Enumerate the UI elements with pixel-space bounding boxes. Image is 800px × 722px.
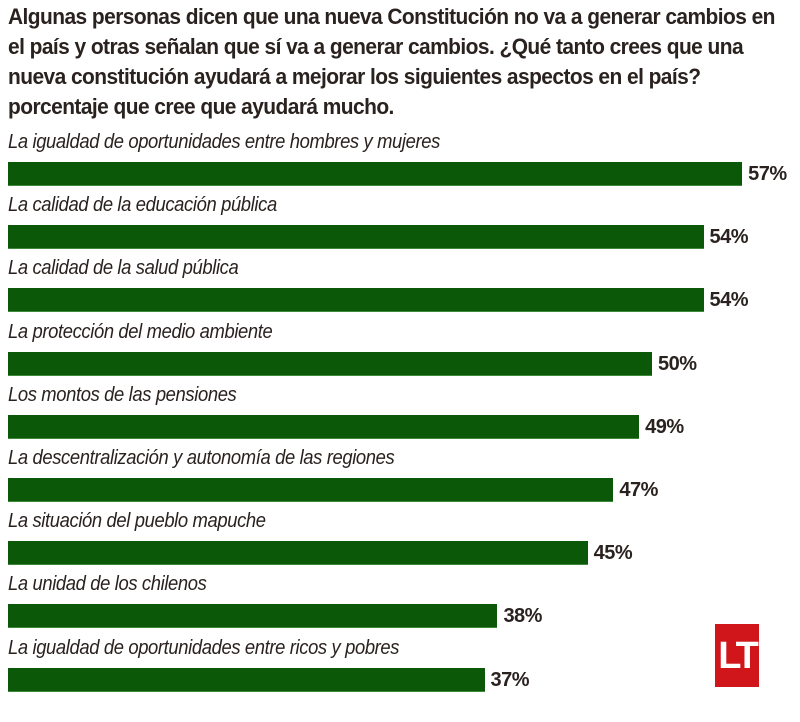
bar-row: La unidad de los chilenos 38%: [0, 570, 800, 633]
la-tercera-logo: LT: [715, 624, 759, 687]
value-label: 57%: [748, 163, 787, 185]
bar: [8, 541, 588, 566]
value-label: 50%: [658, 352, 697, 375]
bar: [8, 604, 498, 629]
bar-row: La calidad de la educación pública 54%: [0, 191, 800, 254]
value-label: 37%: [490, 668, 530, 691]
bar-row: La situación del pueblo mapuche 45%: [0, 507, 800, 570]
value-label: 38%: [503, 605, 542, 628]
category-label: La protección del medio ambiente: [8, 320, 273, 343]
bar: [8, 351, 652, 376]
bar-chart: La igualdad de oportunidades entre hombr…: [0, 128, 800, 722]
bar-row: La igualdad de oportunidades entre hombr…: [0, 128, 800, 191]
category-label: La unidad de los chilenos: [8, 573, 207, 596]
value-label: 45%: [593, 542, 633, 565]
bar: [8, 667, 485, 692]
bar: [8, 225, 704, 250]
bar-row: La descentralización y autonomía de las …: [0, 444, 800, 507]
bar-row: La calidad de la salud pública 54%: [0, 254, 800, 317]
category-label: La situación del pueblo mapuche: [8, 510, 266, 533]
bar: [8, 414, 640, 439]
value-label: 49%: [645, 415, 684, 438]
category-label: La igualdad de oportunidades entre ricos…: [8, 636, 400, 659]
value-label: 54%: [709, 226, 749, 249]
category-label: La descentralización y autonomía de las …: [8, 447, 395, 469]
chart-title: Algunas personas dicen que una nueva Con…: [8, 4, 775, 119]
bar-row: La protección del medio ambiente 50%: [0, 318, 800, 381]
bar-row: La igualdad de oportunidades entre ricos…: [0, 634, 800, 697]
logo-text: LT: [718, 634, 759, 677]
category-label: La igualdad de oportunidades entre hombr…: [8, 131, 440, 153]
category-label: La calidad de la salud pública: [8, 257, 239, 280]
value-label: 54%: [709, 289, 749, 312]
value-label: 47%: [619, 479, 658, 501]
bar: [8, 288, 704, 313]
category-label: La calidad de la educación pública: [8, 194, 277, 217]
bar: [8, 162, 743, 186]
bar: [8, 478, 614, 502]
category-label: Los montos de las pensiones: [8, 383, 237, 406]
bar-row: Los montos de las pensiones 49%: [0, 381, 800, 444]
